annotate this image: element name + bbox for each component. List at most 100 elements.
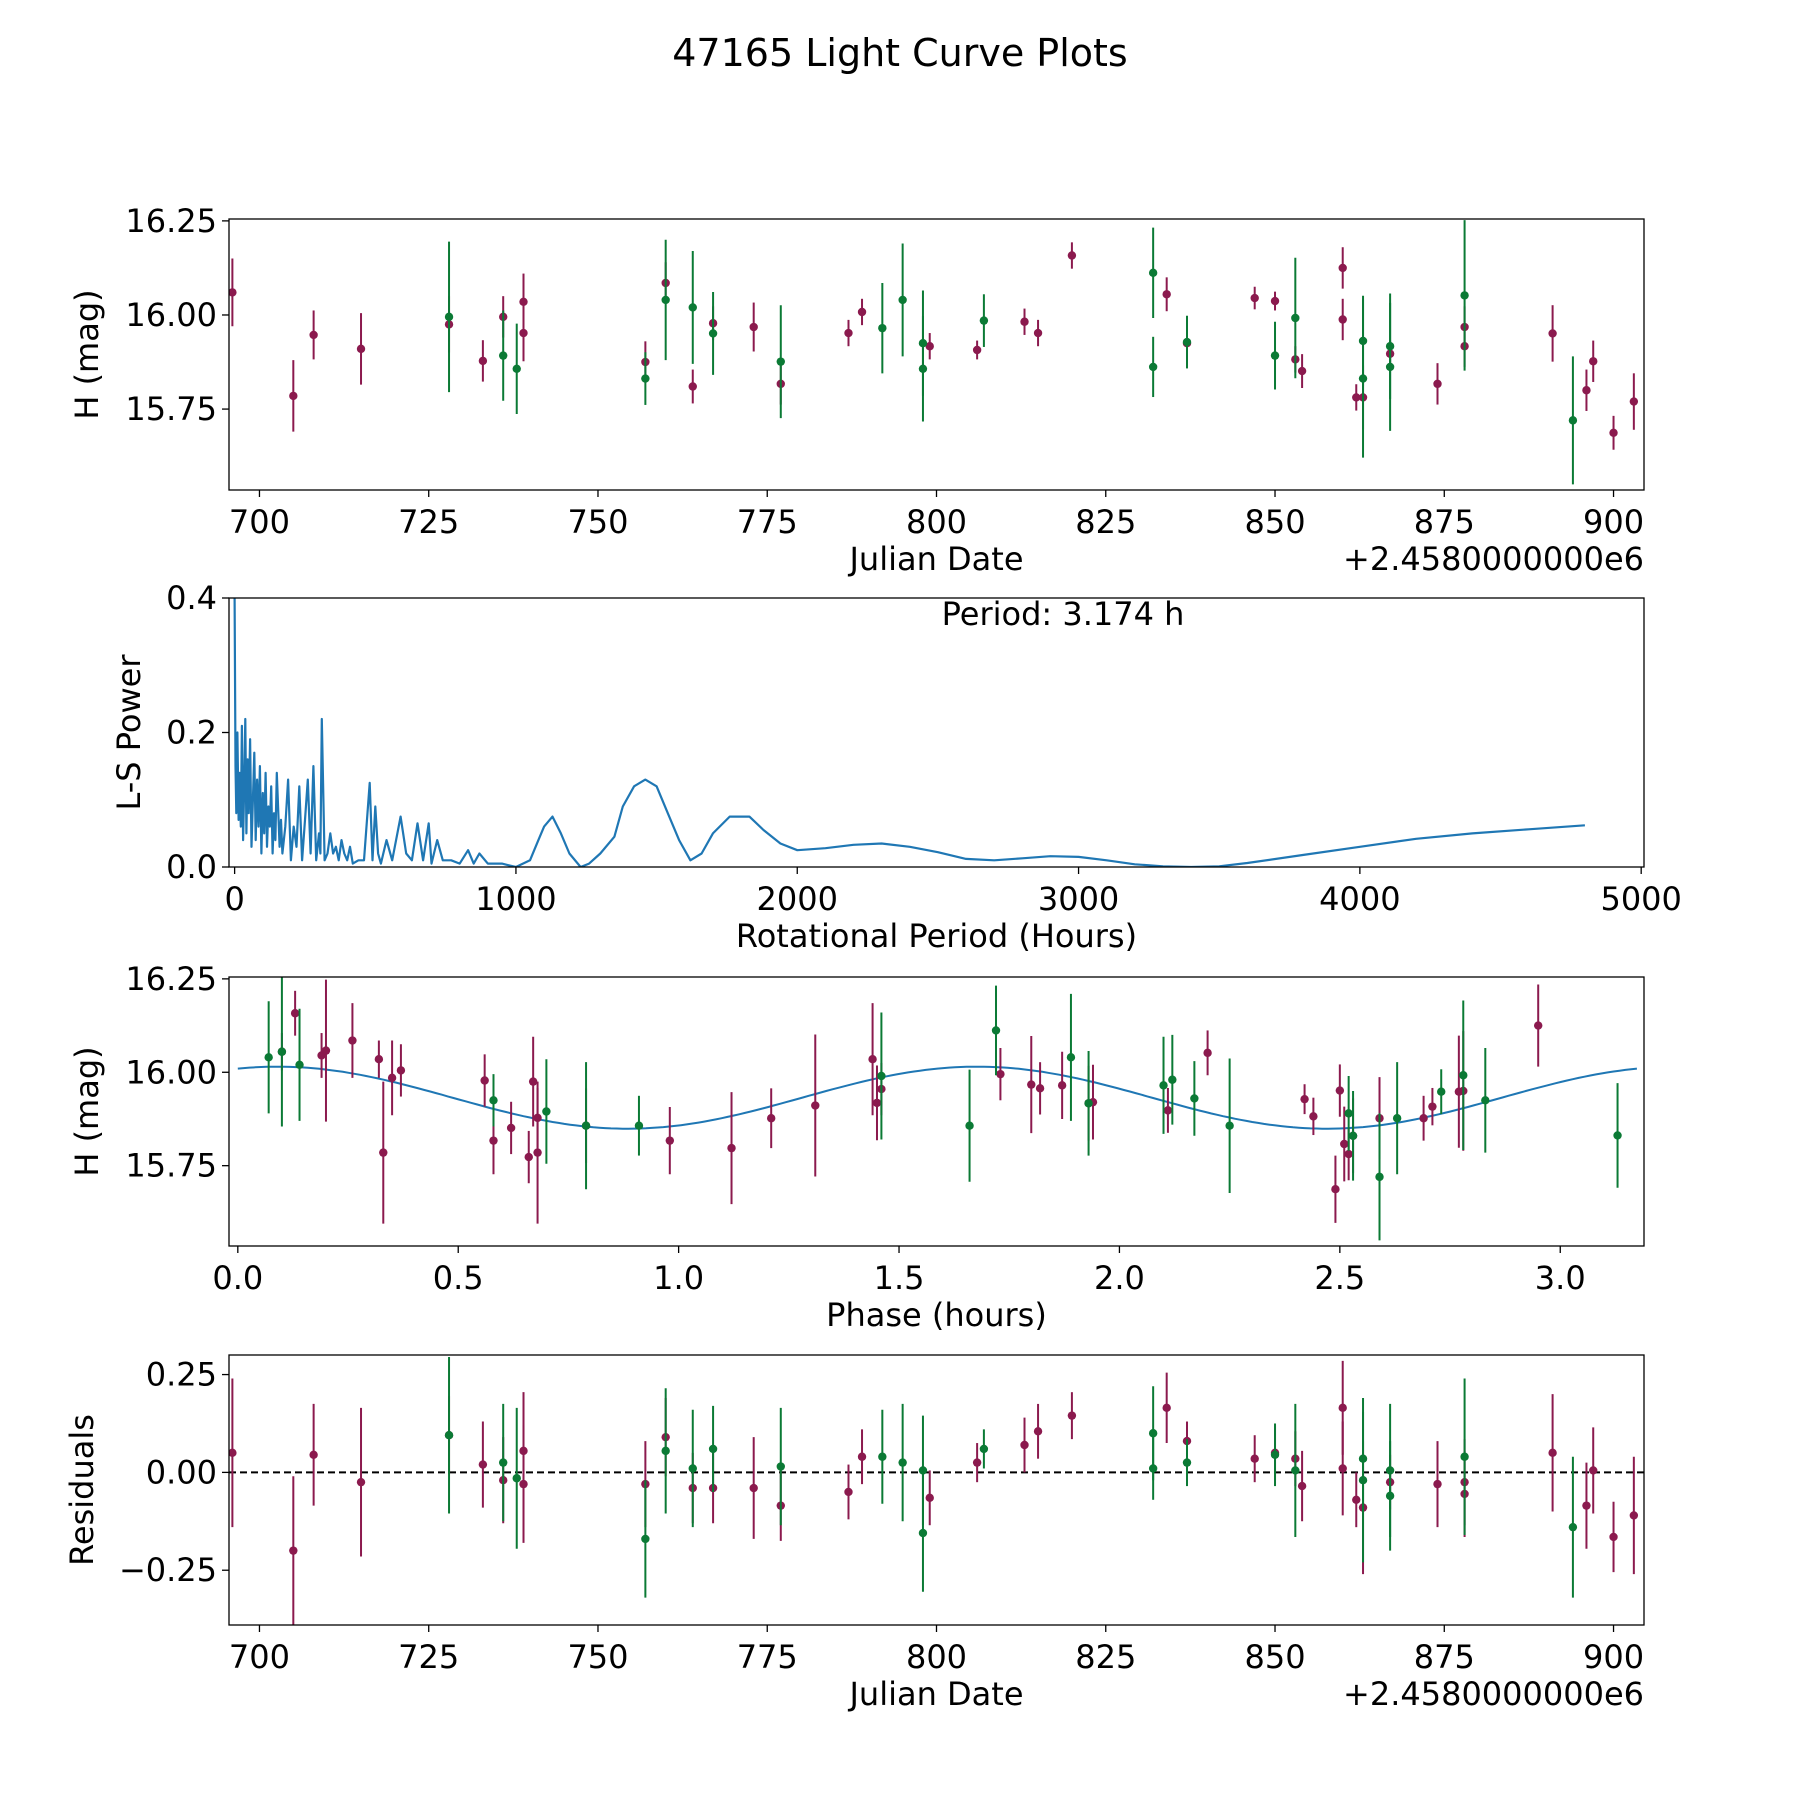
y-axis-label: H (mag)	[68, 1046, 106, 1176]
y-tick-label: 0.25	[146, 1356, 217, 1394]
x-axis-label: Phase (hours)	[826, 1296, 1047, 1334]
data-point	[1348, 1131, 1358, 1140]
data-point	[844, 328, 853, 338]
x-tick-label: 700	[229, 1638, 290, 1676]
y-tick-label: 0.4	[166, 579, 217, 617]
data-point	[749, 1483, 758, 1493]
data-point	[1582, 386, 1591, 395]
data-point	[1033, 1427, 1043, 1436]
data-point	[918, 364, 928, 374]
data-point	[498, 1458, 508, 1467]
data-point	[1057, 1081, 1067, 1090]
data-point	[1548, 329, 1557, 338]
data-point	[581, 1121, 591, 1130]
data-point	[1437, 1087, 1446, 1096]
data-point	[1159, 1081, 1168, 1090]
data-point	[1568, 1522, 1578, 1532]
y-tick-label: 16.25	[125, 202, 217, 240]
data-point	[1609, 428, 1618, 437]
data-point	[533, 1113, 542, 1123]
data-point	[972, 1458, 982, 1467]
panel-phased-curve: 0.0 0.5 1.0 1.5 2.0 2.5 3.0 15.75 16.00 16.25 Phas…	[68, 960, 1645, 1334]
series-filter-b	[264, 977, 1622, 1241]
data-point	[1084, 1099, 1093, 1108]
x-axis-label: Rotational Period (Hours)	[736, 917, 1137, 955]
data-point	[1163, 1106, 1173, 1115]
x-tick-label: 900	[1583, 1638, 1644, 1676]
data-point	[708, 329, 718, 338]
data-point	[498, 351, 508, 360]
data-point	[1344, 1109, 1353, 1118]
data-point	[533, 1148, 542, 1157]
data-point	[478, 356, 488, 366]
data-point	[1459, 1071, 1468, 1080]
data-point	[290, 1009, 300, 1018]
data-point	[857, 1452, 867, 1461]
data-point	[512, 364, 521, 374]
data-point	[1534, 1021, 1543, 1030]
data-point	[811, 1101, 820, 1110]
y-axis-label: H (mag)	[68, 289, 106, 419]
data-point	[289, 1546, 298, 1555]
data-point	[356, 344, 366, 354]
x-tick-label: 3000	[1038, 880, 1119, 918]
data-point	[641, 1534, 650, 1544]
data-point	[1609, 1532, 1618, 1542]
data-point	[1568, 416, 1578, 425]
data-point	[229, 1448, 237, 1458]
y-tick-label: 16.00	[125, 1053, 217, 1091]
plot-frame	[228, 218, 1645, 491]
data-point	[877, 1071, 886, 1081]
data-point	[661, 1446, 670, 1456]
x-axis-label: Julian Date	[847, 540, 1023, 578]
data-point	[776, 357, 785, 366]
data-point	[478, 1460, 488, 1469]
data-point	[1297, 366, 1307, 376]
x-tick-label: 1.5	[874, 1259, 925, 1297]
data-point	[356, 1477, 366, 1487]
x-tick-label: 800	[906, 503, 967, 541]
data-point	[444, 1431, 454, 1440]
data-point	[1067, 251, 1077, 260]
data-point	[1375, 1172, 1384, 1182]
y-tick-label: 0.0	[166, 848, 217, 886]
data-point	[1297, 1481, 1307, 1491]
x-tick-label: 725	[398, 1638, 459, 1676]
data-point	[1035, 1084, 1045, 1093]
data-point	[396, 1066, 406, 1075]
data-point	[1020, 317, 1029, 326]
data-point	[512, 1474, 521, 1483]
data-point	[321, 1046, 331, 1055]
series-filter-a	[229, 242, 1639, 450]
data-point	[229, 288, 237, 297]
data-point	[665, 1136, 675, 1145]
x-tick-label: 725	[398, 503, 459, 541]
data-point	[1433, 379, 1442, 389]
data-point	[857, 307, 867, 317]
data-point	[766, 1114, 776, 1123]
data-point	[868, 1054, 877, 1064]
data-point	[688, 1464, 697, 1473]
data-point	[309, 1450, 318, 1459]
data-point	[1338, 315, 1347, 324]
data-point	[634, 1121, 644, 1130]
data-point	[661, 295, 670, 305]
fit-curve	[237, 1065, 1638, 1130]
x-tick-label: 4000	[1319, 880, 1400, 918]
data-point	[374, 1054, 384, 1064]
data-point	[489, 1096, 498, 1105]
y-tick-label: 0.00	[146, 1453, 217, 1491]
series-filter-a	[229, 1360, 1639, 1625]
data-point	[1385, 342, 1395, 351]
plot-area	[233, 598, 1585, 867]
x-tick-label: 1000	[475, 880, 556, 918]
data-point	[898, 295, 907, 305]
x-tick-label: 850	[1244, 503, 1305, 541]
y-axis-label: Residuals	[63, 1414, 101, 1566]
y-axis-label: L-S Power	[110, 654, 148, 811]
data-point	[1182, 1458, 1192, 1467]
data-point	[1066, 1053, 1076, 1062]
x-offset-label: +2.4580000000e6	[1343, 540, 1644, 578]
chart-panels: 700 725 750 775 800 825 850 875 900 15.75 16.00 16.…	[63, 202, 1682, 1713]
